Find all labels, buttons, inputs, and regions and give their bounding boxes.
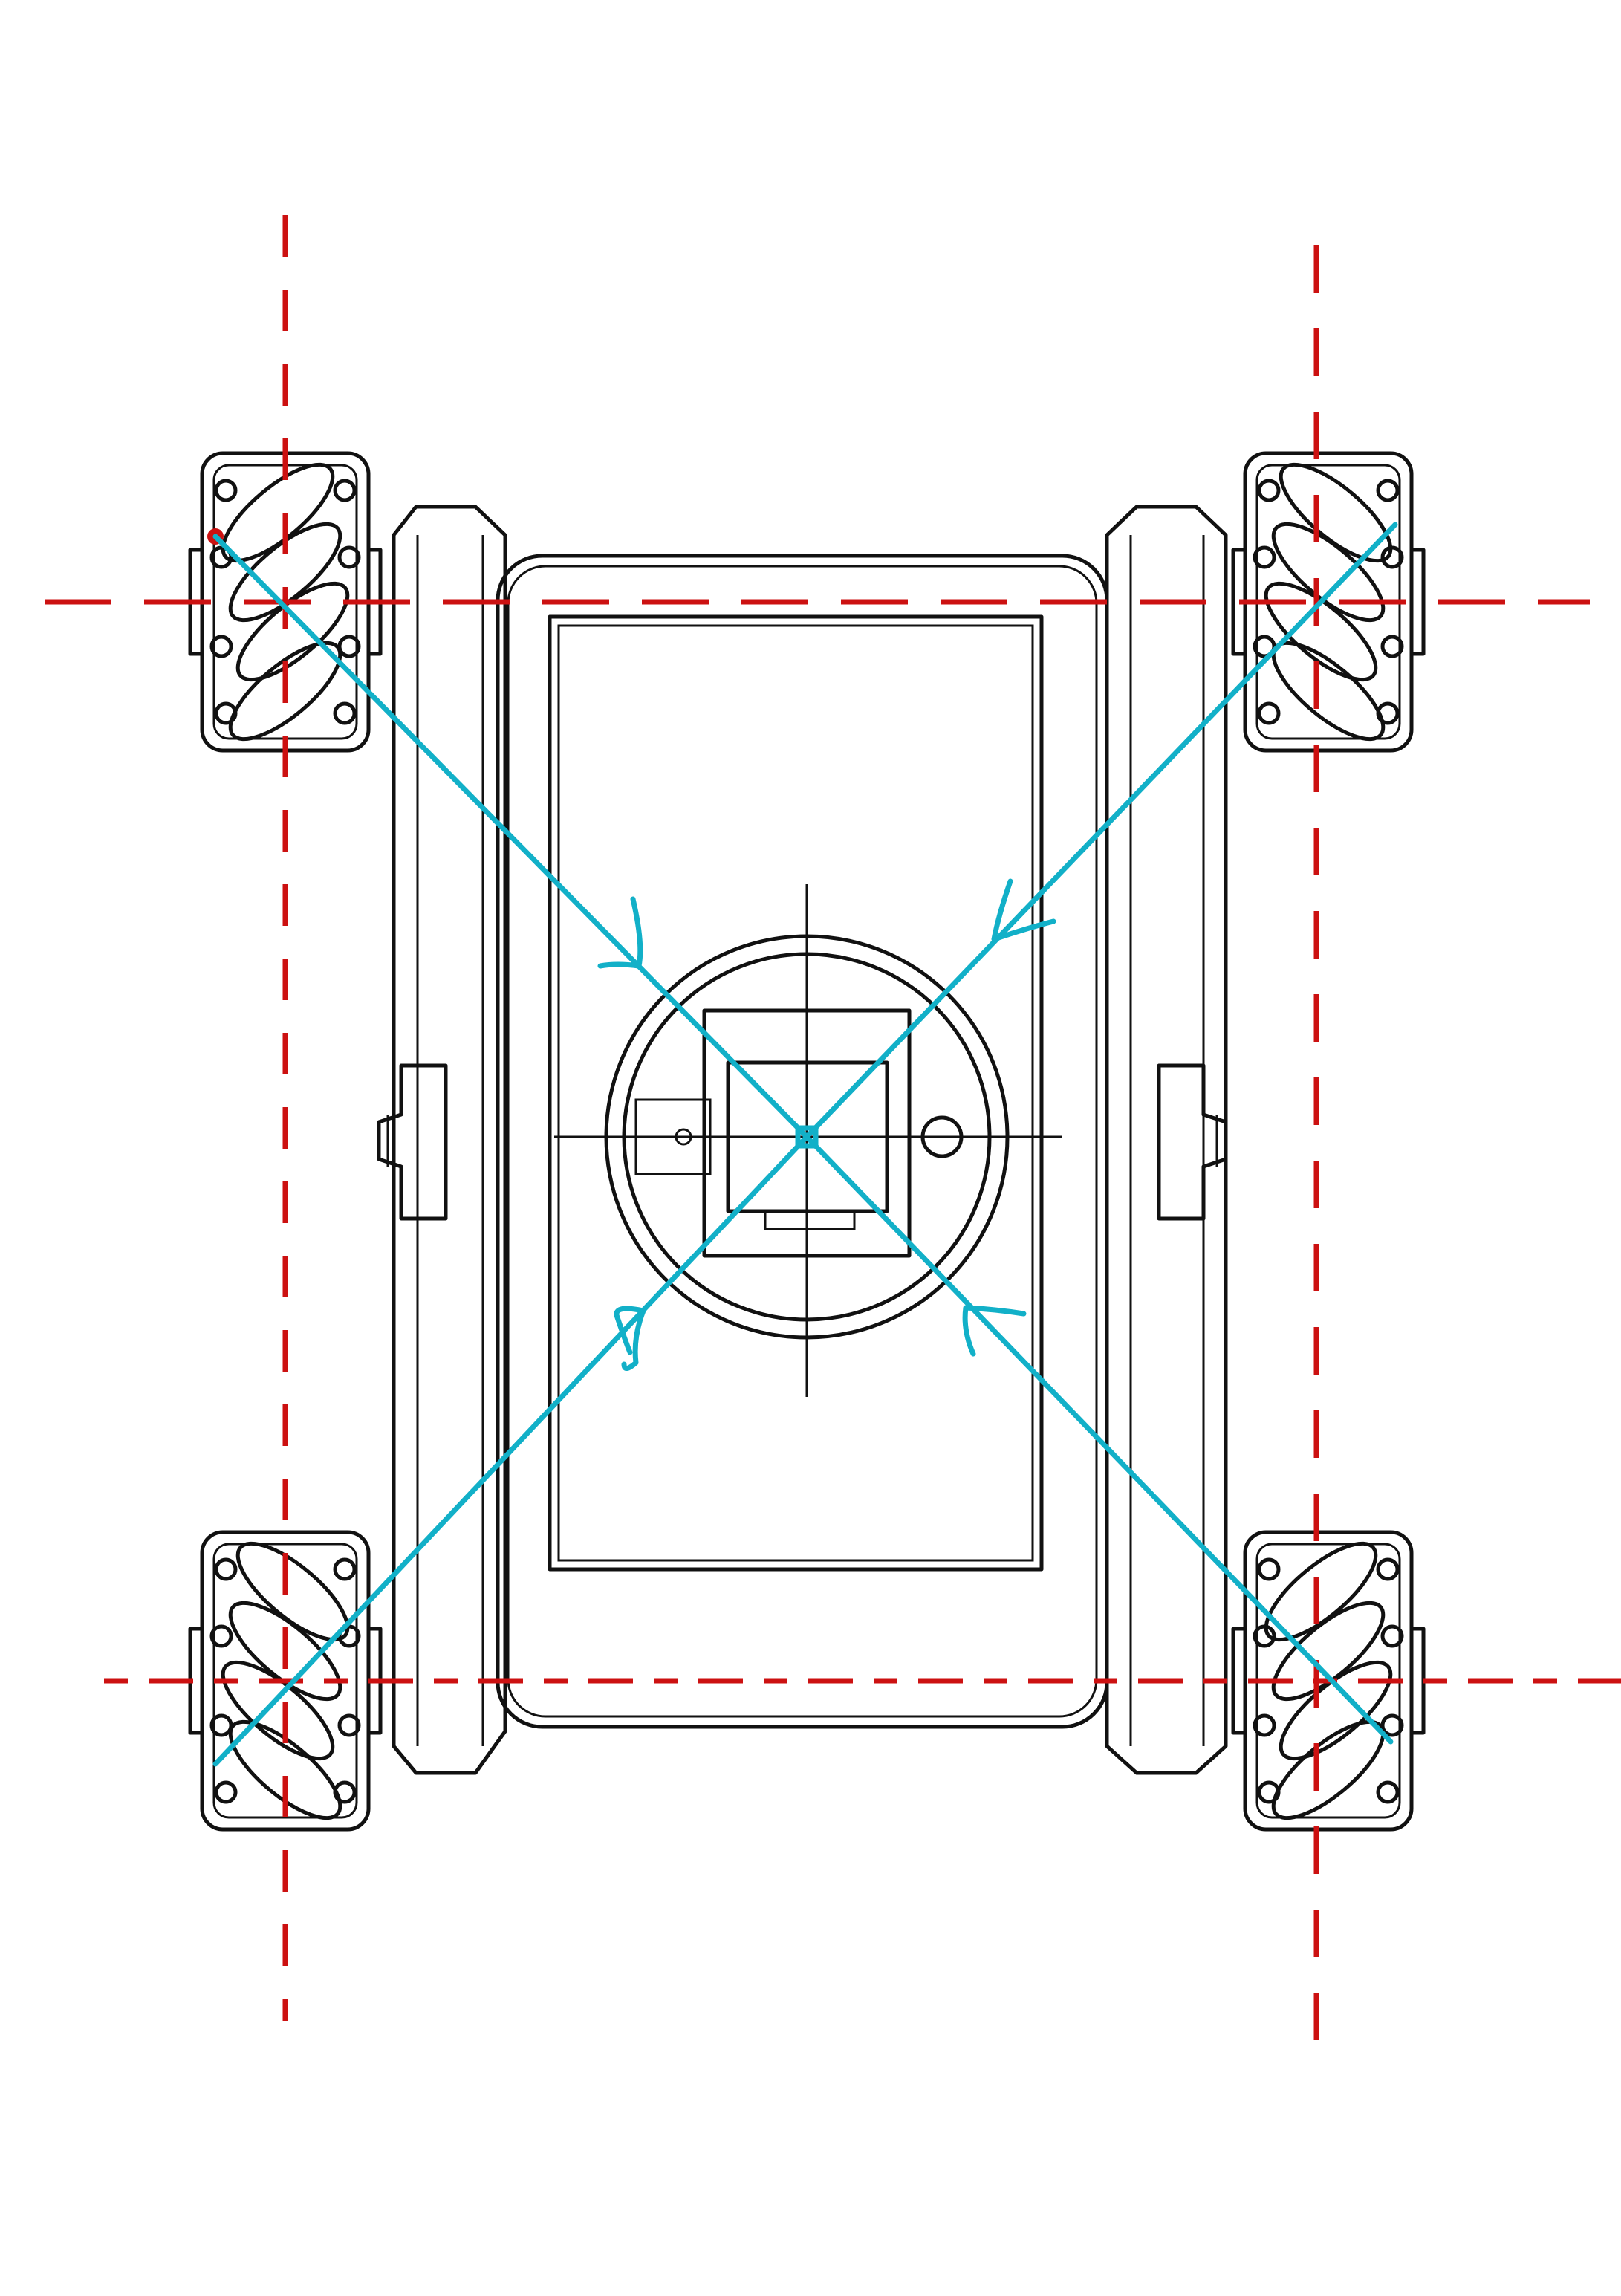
force-vector-front-left — [212, 534, 810, 1140]
force-vector-front-right — [804, 522, 1398, 1140]
force-vectors — [212, 522, 1398, 1767]
arrowhead-icon — [597, 896, 643, 969]
arrowhead-icon — [962, 1305, 1027, 1357]
arrowhead-icon — [991, 878, 1056, 942]
arrowhead-icon — [614, 1306, 646, 1371]
chassis-body — [377, 505, 1228, 1775]
axis-lines — [45, 215, 1621, 2051]
force-vector-rear-left — [212, 1134, 810, 1767]
center-marker — [795, 1125, 819, 1149]
force-vector-rear-right — [804, 1134, 1394, 1745]
